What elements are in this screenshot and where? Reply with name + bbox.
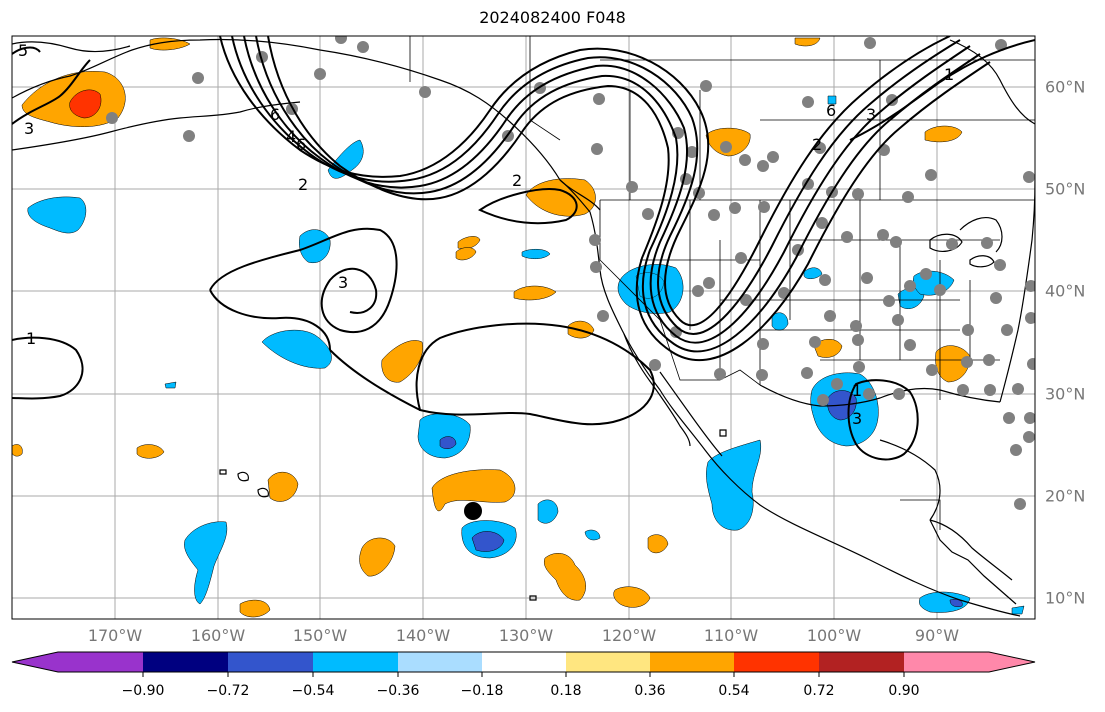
colorbar-segment	[819, 652, 904, 672]
lat-label: 30°N	[1045, 384, 1086, 404]
lat-label: 20°N	[1045, 486, 1086, 506]
lon-label: 160°W	[190, 626, 246, 645]
contour-label: 1	[944, 65, 954, 84]
lon-label: 170°W	[87, 626, 143, 645]
contour-label: 5	[18, 41, 28, 60]
colorbar-tick-label: −0.72	[206, 683, 250, 699]
colorbar-tick-label: 0.54	[718, 683, 750, 699]
contour-label: 2	[812, 135, 822, 154]
contour-label: 2	[512, 171, 522, 190]
colorbar-tick-label: −0.36	[376, 683, 420, 699]
cyclone-position-marker	[464, 502, 482, 520]
lon-label: 110°W	[703, 626, 759, 645]
colorbar-segment	[398, 652, 482, 672]
contour-labels: 5 3 6 4 2 2 3 1 2 6 3 1 6 3 1	[18, 41, 954, 428]
lon-label: 150°W	[292, 626, 348, 645]
colorbar-tick-label: 0.72	[803, 683, 835, 699]
colorbar-tick-label: −0.90	[121, 683, 165, 699]
contour-label: 3	[852, 409, 862, 428]
colorbar-segment	[482, 652, 566, 672]
coastlines	[12, 38, 1035, 617]
map-title: 2024082400 F048	[479, 8, 626, 27]
contour-lines	[12, 36, 1035, 461]
lat-label: 40°N	[1045, 281, 1086, 301]
lat-label: 60°N	[1045, 77, 1086, 97]
colorbar-segment	[989, 652, 1035, 672]
anomaly-shading	[12, 37, 1025, 618]
lon-label: 120°W	[601, 626, 657, 645]
colorbar-segment	[228, 652, 313, 672]
contour-label: 6	[296, 135, 306, 154]
contour-label: 2	[298, 175, 308, 194]
contour-label: 4	[286, 127, 296, 146]
colorbar	[11, 651, 1036, 677]
colorbar-tick-label: 0.18	[550, 683, 582, 699]
lon-label: 140°W	[395, 626, 451, 645]
lon-label: 100°W	[806, 626, 862, 645]
colorbar-segment	[143, 652, 228, 672]
colorbar-segment	[313, 652, 398, 672]
contour-label: 3	[24, 119, 34, 138]
colorbar-segment	[12, 652, 58, 672]
contour-label: 3	[866, 105, 876, 124]
colorbar-segment	[734, 652, 819, 672]
contour-label: 1	[852, 381, 862, 400]
contour-label: 3	[338, 273, 348, 292]
contour-label: 1	[26, 329, 36, 348]
lat-label: 10°N	[1045, 588, 1086, 608]
colorbar-segment	[58, 652, 143, 672]
colorbar-tick-label: −0.54	[291, 683, 335, 699]
colorbar-tick-label: −0.18	[460, 683, 504, 699]
lon-label: 130°W	[498, 626, 554, 645]
colorbar-segment	[566, 652, 650, 672]
map-frame	[11, 35, 1036, 620]
contour-label: 6	[826, 101, 836, 120]
contour-label: 6	[270, 105, 280, 124]
colorbar-segment	[650, 652, 734, 672]
lat-label: 50°N	[1045, 179, 1086, 199]
colorbar-tick-label: 0.36	[634, 683, 666, 699]
colorbar-tick-label: 0.90	[888, 683, 920, 699]
colorbar-segment	[904, 652, 989, 672]
lon-label: 90°W	[914, 626, 960, 645]
